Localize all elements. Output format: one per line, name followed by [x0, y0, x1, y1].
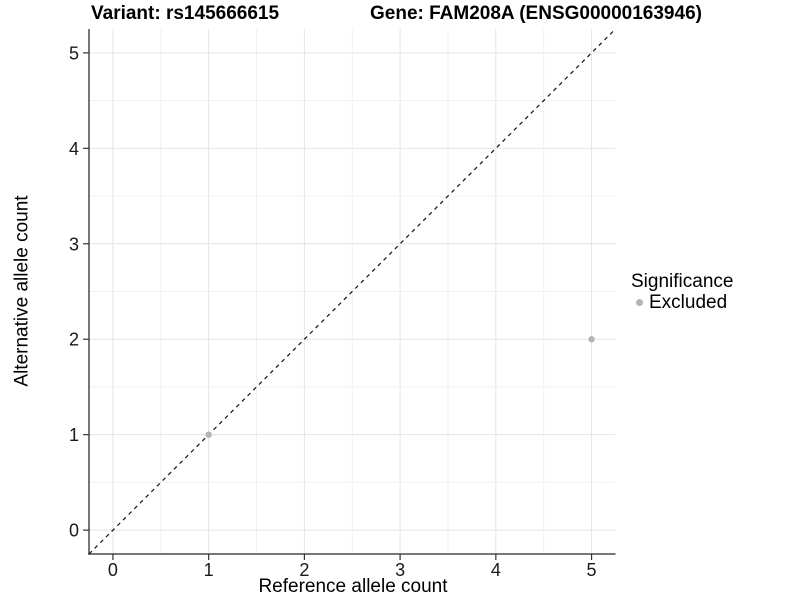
y-tick-label: 5: [69, 43, 79, 63]
x-tick-label: 3: [395, 560, 405, 580]
identity-dashed-line: [88, 28, 616, 555]
y-tick-label: 0: [69, 521, 79, 541]
legend-key: [631, 295, 647, 311]
data-point: [205, 431, 212, 438]
x-tick-label: 4: [491, 560, 501, 580]
legend-item-label: Excluded: [649, 292, 728, 313]
y-tick-label: 2: [69, 330, 79, 350]
legend-point-icon: [635, 299, 643, 306]
y-tick-label: 3: [69, 234, 79, 254]
legend-item: Excluded: [631, 293, 733, 312]
x-axis-title: Reference allele count: [258, 576, 448, 597]
x-tick-label: 2: [299, 560, 309, 580]
data-point: [588, 336, 595, 343]
variant-title: Variant: rs145666615: [91, 3, 280, 24]
gene-title: Gene: FAM208A (ENSG00000163946): [370, 3, 702, 24]
x-tick-label: 5: [587, 560, 597, 580]
y-tick-label: 1: [69, 425, 79, 445]
legend-items: Excluded: [631, 293, 733, 312]
legend-title: Significance: [631, 271, 734, 292]
y-tick-label: 4: [69, 139, 79, 159]
x-tick-label: 0: [108, 560, 118, 580]
legend: Significance Excluded: [631, 271, 734, 313]
x-tick-label: 1: [204, 560, 214, 580]
